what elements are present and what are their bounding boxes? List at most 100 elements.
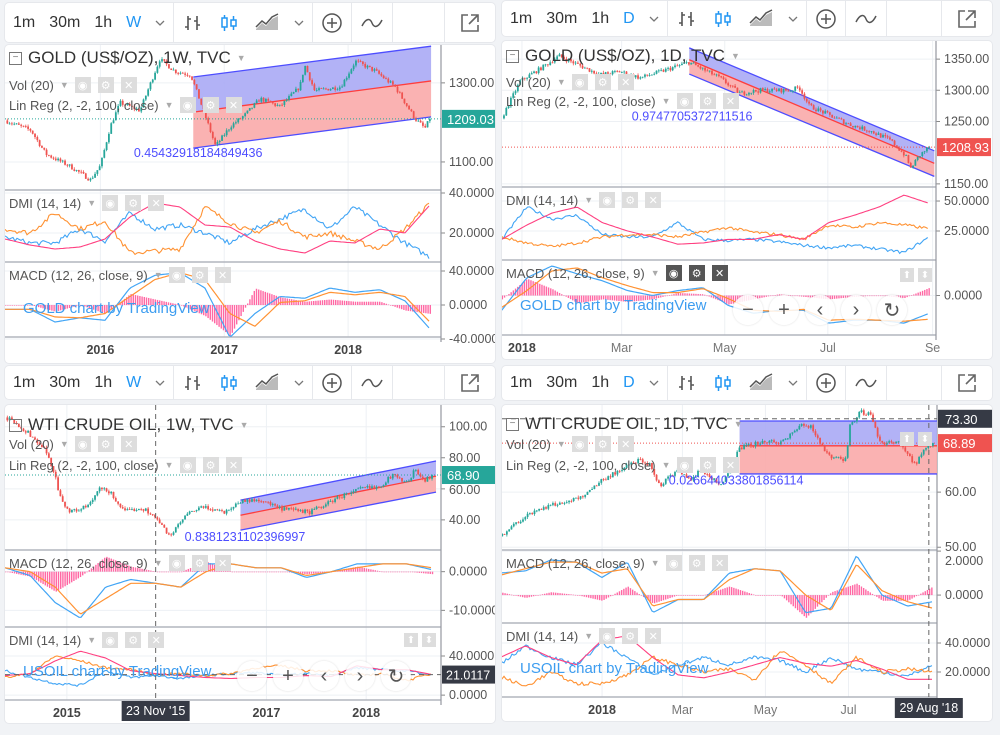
interval-30m[interactable]: 30m — [49, 373, 81, 391]
interval-30m[interactable]: 30m — [546, 9, 578, 27]
arrow-up-icon[interactable]: ⬆ — [900, 432, 914, 446]
indicator-name[interactable]: MACD (12, 26, close, 9) — [506, 555, 645, 571]
indicators-wave-icon[interactable] — [360, 16, 384, 30]
close-icon[interactable]: ✕ — [722, 93, 739, 109]
eye-icon[interactable]: ◉ — [665, 265, 682, 281]
eye-icon[interactable]: ◉ — [676, 93, 693, 109]
symbol-title[interactable]: GOLD (US$/OZ), 1W, TVC — [28, 48, 231, 67]
bars-icon[interactable] — [182, 373, 204, 393]
external-link-icon[interactable] — [459, 372, 481, 394]
linreg-study-name[interactable]: Lin Reg (2, -2, 100, close) — [506, 457, 656, 473]
chevron-down-icon[interactable] — [294, 19, 304, 27]
interval-1m[interactable]: 1m — [13, 373, 36, 391]
eye-icon[interactable]: ◉ — [599, 628, 616, 644]
close-icon[interactable]: ✕ — [645, 192, 662, 208]
bars-icon[interactable] — [676, 373, 698, 393]
area-chart-icon[interactable] — [254, 12, 280, 33]
gear-icon[interactable]: ⚙ — [699, 93, 716, 109]
symbol-title[interactable]: WTI CRUDE OIL, 1W, TVC — [28, 415, 234, 434]
interval-1m[interactable]: 1m — [510, 374, 533, 391]
caret-down-icon[interactable]: ▼ — [87, 635, 97, 645]
caret-down-icon[interactable]: ▼ — [87, 198, 97, 208]
arrow-updown-icon[interactable]: ⬍ — [422, 633, 436, 647]
gear-icon[interactable]: ⚙ — [688, 555, 705, 571]
gear-icon[interactable]: ⚙ — [622, 192, 639, 208]
caret-down-icon[interactable]: ▼ — [584, 195, 594, 205]
collapse-icon[interactable]: − — [9, 51, 22, 65]
chart-canvas[interactable]: 100.0080.0060.0040.000.0000-10.000040.00… — [5, 405, 495, 723]
close-icon[interactable]: ✕ — [148, 632, 165, 648]
gear-icon[interactable]: ⚙ — [191, 555, 208, 571]
gear-icon[interactable]: ⚙ — [191, 267, 208, 283]
candles-icon[interactable] — [218, 373, 240, 393]
volume-study-name[interactable]: Vol (20) — [506, 436, 551, 452]
close-icon[interactable]: ✕ — [120, 77, 137, 93]
interval-active[interactable]: D — [623, 374, 635, 391]
eye-icon[interactable]: ◉ — [571, 436, 588, 452]
interval-1m[interactable]: 1m — [510, 9, 533, 27]
interval-1h[interactable]: 1h — [591, 9, 610, 27]
indicators-wave-icon[interactable] — [854, 376, 878, 390]
arrow-updown-icon[interactable]: ⬍ — [918, 432, 932, 446]
external-link-icon[interactable] — [459, 12, 481, 34]
symbol-title[interactable]: GOLD (US$/OZ), 1D, TVC — [525, 46, 725, 65]
gear-icon[interactable]: ⚙ — [202, 457, 219, 473]
gear-icon[interactable]: ⚙ — [97, 436, 114, 452]
volume-study-name[interactable]: Vol (20) — [9, 77, 54, 93]
caret-down-icon[interactable]: ▼ — [59, 439, 69, 449]
caret-down-icon[interactable]: ▼ — [164, 460, 174, 470]
linreg-upper-line[interactable] — [240, 460, 437, 501]
gear-icon[interactable]: ⚙ — [594, 436, 611, 452]
arrow-up-icon[interactable]: ⬆ — [900, 268, 914, 282]
area-chart-icon[interactable] — [254, 372, 280, 393]
linreg-mid-line[interactable] — [240, 475, 437, 516]
indicator-name[interactable]: DMI (14, 14) — [506, 628, 579, 644]
indicator-name[interactable]: DMI (14, 14) — [9, 632, 82, 648]
gear-icon[interactable]: ⚙ — [97, 77, 114, 93]
caret-down-icon[interactable]: ▼ — [239, 420, 249, 430]
close-icon[interactable]: ✕ — [711, 555, 728, 571]
close-icon[interactable]: ✕ — [120, 436, 137, 452]
linreg-mid-line[interactable] — [689, 59, 935, 164]
plus-circle-icon[interactable] — [815, 8, 837, 30]
chart-card[interactable]: 60.00 50.00 2.0000 0.0000 40.0000 20.0000 2018… — [502, 405, 992, 721]
chevron-down-icon[interactable] — [788, 379, 798, 387]
chart-canvas[interactable]: 1300.001100.0040.000020.000040.00000.000… — [5, 45, 495, 363]
caret-down-icon[interactable]: ▼ — [59, 80, 69, 90]
linreg-lower-line[interactable] — [193, 116, 432, 149]
eye-icon[interactable]: ◉ — [168, 267, 185, 283]
linreg-upper-line[interactable] — [193, 45, 432, 78]
linreg-lower-line[interactable] — [240, 491, 437, 531]
volume-study-name[interactable]: Vol (20) — [9, 436, 54, 452]
zoom-in-icon[interactable]: + — [769, 295, 799, 325]
eye-icon[interactable]: ◉ — [599, 192, 616, 208]
chevron-down-icon[interactable] — [155, 379, 165, 387]
eye-icon[interactable]: ◉ — [179, 97, 196, 113]
interval-1h[interactable]: 1h — [94, 13, 113, 31]
eye-icon[interactable]: ◉ — [179, 457, 196, 473]
caret-down-icon[interactable]: ▼ — [153, 558, 163, 568]
caret-down-icon[interactable]: ▼ — [650, 558, 660, 568]
chevron-down-icon[interactable] — [155, 19, 165, 27]
plus-circle-icon[interactable] — [321, 372, 343, 394]
gear-icon[interactable]: ⚙ — [594, 74, 611, 90]
reset-icon[interactable]: ↻ — [877, 295, 907, 325]
chevron-down-icon[interactable] — [294, 379, 304, 387]
arrow-up-icon[interactable]: ⬆ — [404, 633, 418, 647]
interval-active[interactable]: D — [623, 9, 635, 27]
linreg-study-name[interactable]: Lin Reg (2, -2, 100, close) — [9, 457, 159, 473]
indicators-wave-icon[interactable] — [854, 12, 878, 26]
candles-icon[interactable] — [712, 373, 734, 393]
indicator-name[interactable]: DMI (14, 14) — [9, 195, 82, 211]
area-chart-icon[interactable] — [748, 373, 774, 393]
close-icon[interactable]: ✕ — [617, 436, 634, 452]
collapse-icon[interactable]: − — [506, 49, 519, 63]
plus-circle-icon[interactable] — [815, 372, 837, 394]
chart-card[interactable]: 1350.00 1300.00 1250.00 1150.00 50.0000 25.00… — [502, 41, 992, 359]
caret-down-icon[interactable]: ▼ — [650, 268, 660, 278]
caret-down-icon[interactable]: ▼ — [661, 460, 671, 470]
scroll-right-icon[interactable]: › — [841, 295, 871, 325]
bars-icon[interactable] — [182, 13, 204, 33]
interval-1h[interactable]: 1h — [94, 373, 113, 391]
eye-icon[interactable]: ◉ — [168, 555, 185, 571]
